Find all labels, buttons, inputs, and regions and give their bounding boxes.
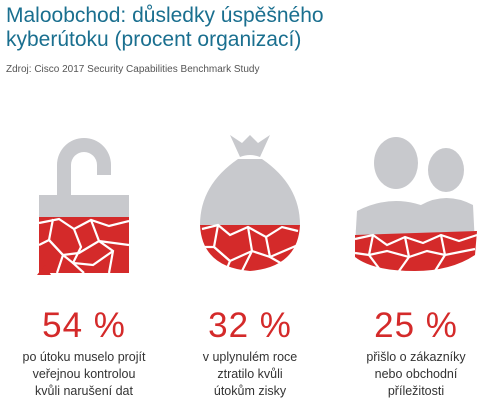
stat-description: po útoku muselo projít veřejnou kontrolo…	[22, 350, 146, 398]
broken-money-bag-icon	[200, 135, 300, 272]
stat-description: v uplynulém roce ztratilo kvůli útokům z…	[202, 350, 298, 398]
stat-description: přišlo o zákazníky nebo obchodní příleži…	[366, 350, 466, 398]
stat-card-lost-profits: 32 % v uplynulém roce ztratilo kvůli úto…	[170, 125, 330, 400]
source-note: Zdroj: Cisco 2017 Security Capabilities …	[6, 64, 260, 75]
broken-padlock-icon	[37, 138, 130, 275]
stat-card-public-scrutiny: 54 % po útoku muselo projít veřejnou kon…	[4, 125, 164, 400]
page-title: Maloobchod: důsledky úspěšného kyberútok…	[6, 4, 324, 51]
broken-people-icon	[354, 137, 478, 272]
stat-value: 32 %	[208, 306, 292, 345]
stat-value: 54 %	[42, 306, 126, 345]
stat-value: 25 %	[374, 306, 458, 345]
stat-card-lost-customers: 25 % přišlo o zákazníky nebo obchodní př…	[336, 125, 496, 400]
